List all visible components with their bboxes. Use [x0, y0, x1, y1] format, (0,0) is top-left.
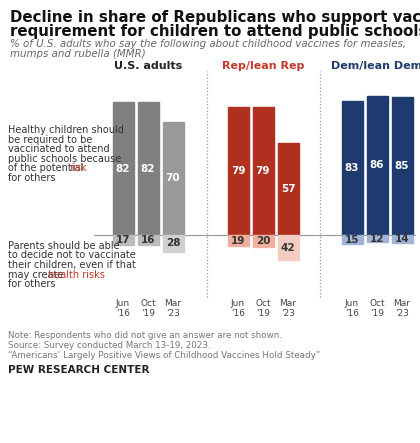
Text: Mar
'23: Mar '23: [279, 299, 297, 319]
Text: 28: 28: [166, 238, 180, 249]
Text: Jun
'16: Jun '16: [345, 299, 359, 319]
Text: Jun
'16: Jun '16: [231, 299, 245, 319]
Text: public schools because: public schools because: [8, 154, 121, 164]
Text: for others: for others: [8, 173, 55, 183]
Bar: [163, 235, 184, 252]
Text: 16: 16: [141, 235, 155, 245]
Text: 85: 85: [395, 161, 409, 171]
Text: Mar
'23: Mar '23: [165, 299, 181, 319]
Text: % of U.S. adults who say the following about childhood vaccines for measles,: % of U.S. adults who say the following a…: [10, 39, 406, 49]
Text: PEW RESEARCH CENTER: PEW RESEARCH CENTER: [8, 365, 150, 375]
Bar: [391, 235, 412, 243]
Bar: [137, 235, 158, 245]
Bar: [252, 107, 273, 235]
Text: 86: 86: [370, 160, 384, 171]
Text: be required to be: be required to be: [8, 135, 92, 145]
Bar: [341, 101, 362, 235]
Bar: [367, 96, 388, 235]
Text: 70: 70: [165, 173, 180, 183]
Bar: [278, 143, 299, 235]
Text: 83: 83: [345, 163, 359, 173]
Text: health risks: health risks: [48, 269, 105, 280]
Text: 20: 20: [256, 236, 270, 246]
Text: requirement for children to attend public schools: requirement for children to attend publi…: [10, 24, 420, 39]
Bar: [341, 235, 362, 244]
Text: risk: risk: [70, 163, 87, 173]
Bar: [228, 235, 249, 246]
Bar: [367, 235, 388, 242]
Text: their children, even if that: their children, even if that: [8, 260, 136, 270]
Text: Dem/lean Dem: Dem/lean Dem: [331, 61, 420, 71]
Text: 42: 42: [281, 243, 295, 253]
Text: Oct
'19: Oct '19: [255, 299, 271, 319]
Text: to decide not to vaccinate: to decide not to vaccinate: [8, 250, 136, 260]
Bar: [391, 97, 412, 235]
Bar: [252, 235, 273, 247]
Text: 82: 82: [116, 163, 130, 174]
Text: U.S. adults: U.S. adults: [114, 61, 182, 71]
Text: 82: 82: [141, 163, 155, 174]
Text: Jun
'16: Jun '16: [116, 299, 130, 319]
Bar: [113, 102, 134, 235]
Bar: [278, 235, 299, 260]
Text: vaccinated to attend: vaccinated to attend: [8, 144, 110, 154]
Text: 19: 19: [231, 236, 245, 246]
Text: Source: Survey conducted March 13-19, 2023.: Source: Survey conducted March 13-19, 20…: [8, 341, 210, 350]
Text: Mar
'23: Mar '23: [394, 299, 410, 319]
Text: of the potential: of the potential: [8, 163, 87, 173]
Text: mumps and rubella (MMR): mumps and rubella (MMR): [10, 49, 146, 59]
Bar: [113, 235, 134, 245]
Text: Rep/lean Rep: Rep/lean Rep: [222, 61, 304, 71]
Text: 14: 14: [395, 234, 409, 244]
Text: for others: for others: [8, 279, 55, 289]
Text: may create: may create: [8, 269, 66, 280]
Text: Oct
'19: Oct '19: [140, 299, 156, 319]
Text: Decline in share of Republicans who support vaccine: Decline in share of Republicans who supp…: [10, 10, 420, 25]
Text: 57: 57: [281, 184, 295, 194]
Text: Oct
'19: Oct '19: [369, 299, 385, 319]
Bar: [163, 121, 184, 235]
Text: Note: Respondents who did not give an answer are not shown.: Note: Respondents who did not give an an…: [8, 331, 282, 340]
Text: 79: 79: [256, 166, 270, 176]
Text: Healthy children should: Healthy children should: [8, 125, 124, 135]
Text: Parents should be able: Parents should be able: [8, 241, 120, 251]
Text: 12: 12: [370, 233, 384, 244]
Bar: [228, 107, 249, 235]
Text: 17: 17: [116, 235, 130, 245]
Bar: [137, 102, 158, 235]
Text: “Americans’ Largely Positive Views of Childhood Vaccines Hold Steady”: “Americans’ Largely Positive Views of Ch…: [8, 351, 320, 360]
Text: 15: 15: [345, 234, 359, 245]
Text: 79: 79: [231, 166, 245, 176]
